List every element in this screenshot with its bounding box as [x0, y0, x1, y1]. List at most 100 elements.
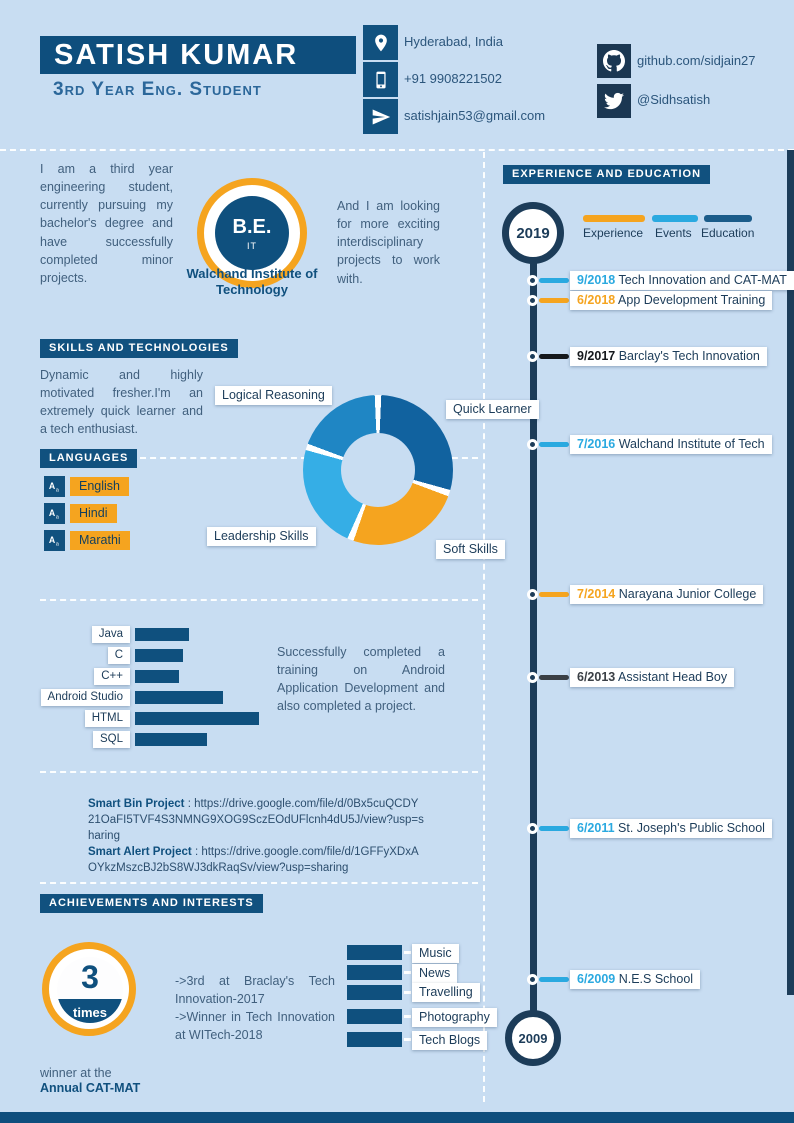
skillbar-c	[135, 649, 183, 662]
section-header-experience: EXPERIENCE AND EDUCATION	[503, 165, 711, 184]
timeline-dot	[527, 439, 538, 450]
interest-travelling: Travelling	[412, 983, 480, 1002]
project-smart-bin: Smart Bin Project : https://drive.google…	[88, 796, 424, 844]
social-twitter[interactable]: @Sidhsatish	[637, 92, 711, 107]
achievement-item-2: ->Winner in Tech Innovation at WITech-20…	[175, 1010, 335, 1043]
achievement-caption-2: Annual CAT-MAT	[40, 1081, 141, 1095]
skills-summary: Dynamic and highly motivated fresher.I'm…	[40, 368, 203, 437]
timeline-tick	[539, 442, 569, 447]
timeline-tick	[539, 298, 569, 303]
timeline-entry-date: 6/2018	[577, 293, 616, 307]
timeline-dot	[527, 589, 538, 600]
contact-location: Hyderabad, India	[404, 34, 504, 49]
timeline-entry-box: 6/2009 N.E.S School	[570, 970, 701, 989]
interest-dash	[404, 1015, 411, 1018]
timeline-entry-box: 9/2018 Tech Innovation and CAT-MAT	[570, 271, 794, 290]
timeline-entry-date: 7/2016	[577, 437, 616, 451]
interest-bar-travelling	[347, 985, 402, 1000]
timeline-tick	[539, 977, 569, 982]
timeline-entry-box: 6/2013 Assistant Head Boy	[570, 668, 735, 687]
achievement-badge-word: times	[73, 1005, 107, 1020]
separator-bars-projects	[40, 771, 478, 773]
timeline-entry-date: 9/2018	[577, 273, 616, 287]
timeline-entry-date: 6/2009	[577, 972, 616, 986]
achievement-badge: 3 times	[42, 942, 136, 1036]
language-marathi: Marathi	[70, 531, 130, 550]
skillbar-label: Java	[91, 626, 130, 643]
degree-badge: B.E. IT	[197, 178, 307, 288]
section-header-skills: SKILLS AND TECHNOLOGIES	[40, 339, 238, 358]
contact-phone[interactable]: +91 9908221502	[404, 71, 502, 86]
achievement-badge-number: 3	[81, 959, 99, 995]
donut-label-logical-reasoning: Logical Reasoning	[215, 386, 332, 405]
social-github[interactable]: github.com/sidjain27	[637, 53, 756, 68]
projects-text: Smart Bin Project : https://drive.google…	[88, 796, 424, 876]
donut-label-soft-skills: Soft Skills	[436, 540, 505, 559]
timeline-entry-date: 7/2014	[577, 587, 616, 601]
tech-note: Successfully completed a training on And…	[277, 645, 445, 714]
timeline-entry-box: 6/2011 St. Joseph's Public School	[570, 819, 772, 838]
timeline-tick	[539, 592, 569, 597]
skillbar-sql	[135, 733, 207, 746]
section-header-achievements: ACHIEVEMENTS AND INTERESTS	[40, 894, 263, 913]
project-smart-alert: Smart Alert Project : https://drive.goog…	[88, 844, 424, 876]
github-icon[interactable]	[597, 44, 631, 78]
skillbar-cpp	[135, 670, 179, 683]
twitter-icon[interactable]	[597, 84, 631, 118]
skillbar-label: C	[107, 647, 130, 664]
legend-swatch	[704, 215, 752, 222]
timeline-line	[530, 233, 537, 1038]
college-name: Walchand Institute of Technology	[186, 266, 318, 298]
achievement-badge-band	[57, 999, 123, 1023]
section-header-languages: LANGUAGES	[40, 449, 138, 468]
interest-tech-blogs: Tech Blogs	[412, 1031, 488, 1050]
timeline-entry-title: Walchand Institute of Tech	[618, 437, 765, 451]
svg-text:A: A	[49, 481, 56, 491]
timeline-entry-date: 6/2011	[577, 821, 615, 835]
svg-text:A: A	[49, 535, 56, 545]
timeline-dot	[527, 974, 538, 985]
svg-text:a: a	[56, 515, 60, 521]
project-smart-bin-url[interactable]: : https://drive.google.com/file/d/0Bx5cu…	[88, 798, 424, 843]
achievement-list: ->3rd at Braclay's Tech Innovation-2017 …	[175, 972, 335, 1045]
legend-swatch	[652, 215, 698, 222]
timeline-dot	[527, 672, 538, 683]
skillbar-label: SQL	[92, 731, 130, 748]
skillbar-label: C++	[94, 668, 130, 685]
interest-photography: Photography	[412, 1008, 497, 1027]
timeline-entry-title: Tech Innovation and CAT-MAT	[618, 273, 787, 287]
timeline-entry-box: 7/2014 Narayana Junior College	[570, 585, 764, 604]
separator-achievements	[40, 882, 478, 884]
skillbar-html	[135, 712, 259, 725]
project-smart-alert-url[interactable]: : https://drive.google.com/file/d/1GFFyX…	[88, 846, 419, 875]
timeline-entry-box: 7/2016 Walchand Institute of Tech	[570, 435, 772, 454]
donut-label-quick-learner: Quick Learner	[446, 400, 539, 419]
page-subtitle: 3rd Year Eng. Student	[53, 79, 262, 100]
language-hindi: Hindi	[70, 504, 117, 523]
interest-music: Music	[412, 944, 459, 963]
skillbar-android-studio	[135, 691, 223, 704]
timeline-tick	[539, 826, 569, 831]
interest-bar-photography	[347, 1009, 402, 1024]
timeline-year-end: 2009	[505, 1010, 561, 1066]
timeline-entry-box: 6/2018 App Development Training	[570, 291, 773, 310]
svg-text:A: A	[49, 508, 56, 518]
svg-text:a: a	[56, 488, 60, 494]
timeline-dot	[527, 823, 538, 834]
contact-email[interactable]: satishjain53@gmail.com	[404, 108, 546, 123]
skills-donut-hole	[341, 433, 415, 507]
legend-experience: Experience	[583, 226, 644, 240]
about-intro: I am a third year engineering student, c…	[40, 162, 173, 285]
timeline-tick	[539, 354, 569, 359]
achievement-item-1: ->3rd at Braclay's Tech Innovation-2017	[175, 974, 335, 1007]
interest-bar-tech-blogs	[347, 1032, 402, 1047]
timeline-entry-title: St. Joseph's Public School	[618, 821, 765, 835]
skillbar-label: Android Studio	[40, 689, 130, 706]
location-icon	[363, 25, 398, 60]
skillbar-java	[135, 628, 189, 641]
phone-icon	[363, 62, 398, 97]
bottom-edge-strip	[0, 1112, 794, 1123]
timeline-entry-box: 9/2017 Barclay's Tech Innovation	[570, 347, 767, 366]
